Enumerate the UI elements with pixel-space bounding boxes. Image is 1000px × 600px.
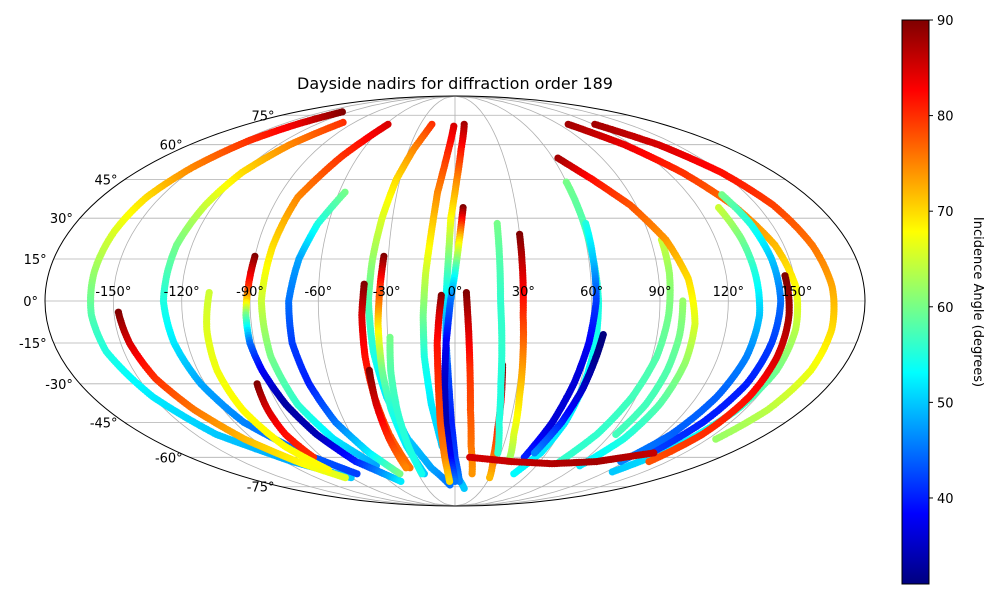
colorbar-ticks: 40 50 60 70 80 90 — [929, 14, 954, 507]
colorbar-tick-label: 90 — [937, 14, 954, 29]
colorbar: 40 50 60 70 80 90 Incidence Angle (degrees) — [901, 14, 985, 585]
data-point — [486, 474, 494, 482]
longitude-tick-labels: -150° -120° -90° -60° -30° 0° 30° 60° 90° 120° 150… — [95, 285, 812, 300]
longitude-tick-label: 30° — [512, 285, 535, 300]
latitude-tick-label: -60° — [155, 451, 183, 466]
data-point — [650, 449, 658, 457]
latitude-tick-label: 45° — [95, 174, 118, 189]
data-point — [397, 477, 405, 485]
data-point — [510, 470, 518, 478]
colorbar-tick-label: 70 — [937, 205, 954, 220]
data-point — [608, 468, 616, 476]
data-point — [712, 435, 720, 443]
colorbar-tick-label: 80 — [937, 110, 954, 125]
colorbar-gradient — [901, 19, 930, 585]
colorbar-tick-label: 60 — [937, 301, 954, 316]
data-point — [353, 470, 361, 478]
data-point — [341, 474, 349, 482]
longitude-tick-label: -30° — [373, 285, 401, 300]
latitude-tick-label: 0° — [23, 295, 38, 310]
data-point — [460, 484, 468, 492]
latitude-tick-label: -15° — [19, 337, 47, 352]
longitude-tick-label: -90° — [236, 285, 264, 300]
data-point — [494, 449, 502, 457]
latitude-tick-label: 15° — [24, 253, 47, 268]
data-point — [402, 464, 410, 472]
data-point — [530, 449, 539, 457]
colorbar-tick-label: 50 — [937, 396, 954, 411]
longitude-tick-label: -120° — [164, 285, 200, 300]
chart-title: Dayside nadirs for diffraction order 189 — [297, 74, 613, 93]
longitude-tick-label: -150° — [95, 285, 131, 300]
longitude-tick-label: -60° — [304, 285, 332, 300]
data-point — [396, 470, 404, 478]
latitude-tick-label: -30° — [45, 378, 73, 393]
data-point — [418, 470, 426, 478]
latitude-tick-label: -45° — [90, 416, 118, 431]
longitude-tick-label: 60° — [580, 285, 603, 300]
data-point — [645, 458, 653, 466]
data-point — [324, 466, 332, 474]
latitude-tick-label: -75° — [247, 481, 275, 496]
latitude-tick-label: 30° — [50, 212, 73, 227]
data-point — [612, 430, 620, 439]
colorbar-tick-label: 40 — [937, 492, 954, 507]
longitude-tick-label: 90° — [648, 285, 671, 300]
latitude-tick-label: 75° — [251, 109, 274, 124]
data-point — [468, 470, 476, 478]
longitude-tick-label: 120° — [713, 285, 744, 300]
data-point — [446, 477, 454, 485]
colorbar-label: Incidence Angle (degrees) — [970, 217, 985, 387]
meridian-line — [454, 95, 593, 507]
longitude-tick-label: 150° — [781, 285, 812, 300]
longitude-tick-label: 0° — [448, 285, 463, 300]
data-points — [87, 108, 838, 492]
latitude-tick-label: 60° — [160, 139, 183, 154]
